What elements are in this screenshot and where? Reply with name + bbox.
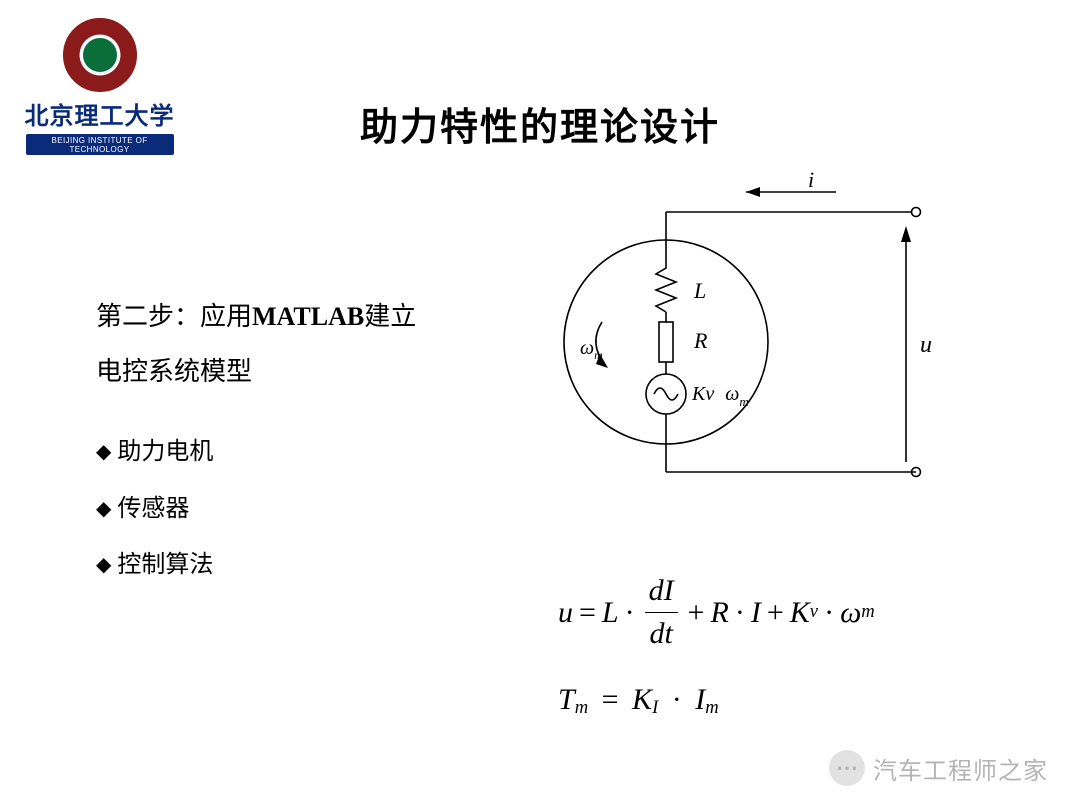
diagram-label-omega-arc: ω: [580, 337, 594, 359]
equations-block: u = L· dI dt + R· I + Kv · ωm Tm = KI · …: [558, 570, 875, 721]
eq2-K-sub: I: [652, 697, 658, 718]
slide-title: 助力特性的理论设计: [0, 96, 1080, 151]
equation-voltage: u = L· dI dt + R· I + Kv · ωm: [558, 570, 875, 655]
watermark-icon: ⋯: [829, 750, 865, 786]
eq1-derivative: dI dt: [645, 570, 678, 655]
equation-torque: Tm = KI · Im: [558, 679, 875, 721]
bullet-item: 控制算法: [96, 540, 466, 590]
step-software: MATLAB: [252, 302, 364, 331]
motor-circuit-diagram: i u L R Kv ω: [536, 172, 946, 502]
diagram-label-omega-arc-sub: m: [594, 348, 603, 362]
bullet-item: 助力电机: [96, 427, 466, 477]
eq1-L: L: [602, 592, 619, 634]
diagram-label-omega: ω: [725, 383, 739, 405]
eq2-I-sub: m: [705, 697, 718, 718]
eq1-lhs: u: [558, 592, 573, 634]
diagram-label-omega-sub: m: [739, 394, 748, 409]
eq2-T: T: [558, 683, 575, 716]
diagram-label-u: u: [920, 332, 932, 358]
eq2-T-sub: m: [575, 697, 588, 718]
eq1-K: K: [790, 592, 810, 634]
watermark-text: 汽车工程师之家: [873, 751, 1048, 786]
left-text-block: 第二步：应用MATLAB建立 电控系统模型 助力电机 传感器 控制算法: [96, 290, 466, 596]
bullet-list: 助力电机 传感器 控制算法: [96, 427, 466, 590]
diagram-label-L: L: [693, 278, 706, 303]
diagram-label-R: R: [693, 328, 708, 353]
logo-emblem: [63, 18, 137, 92]
step-label: 第二步：应用: [96, 302, 252, 331]
diagram-label-Kv: Kv: [691, 383, 714, 405]
svg-text:Kv ωm: Kv ωm: [691, 383, 749, 409]
step-line-1: 第二步：应用MATLAB建立: [96, 290, 466, 345]
watermark: ⋯ 汽车工程师之家: [829, 750, 1048, 786]
eq1-omega: ω: [840, 592, 861, 634]
step-tail: 建立: [364, 302, 416, 331]
eq1-I: I: [751, 592, 761, 634]
diagram-label-i: i: [808, 172, 814, 192]
eq1-omega-sub: m: [861, 599, 874, 625]
eq2-I: I: [695, 683, 705, 716]
eq1-K-sub: v: [810, 599, 818, 625]
eq2-K: K: [632, 683, 652, 716]
svg-text:ωm: ωm: [580, 337, 603, 362]
bullet-item: 传感器: [96, 484, 466, 534]
eq1-R: R: [711, 592, 729, 634]
step-line-2: 电控系统模型: [96, 345, 466, 400]
